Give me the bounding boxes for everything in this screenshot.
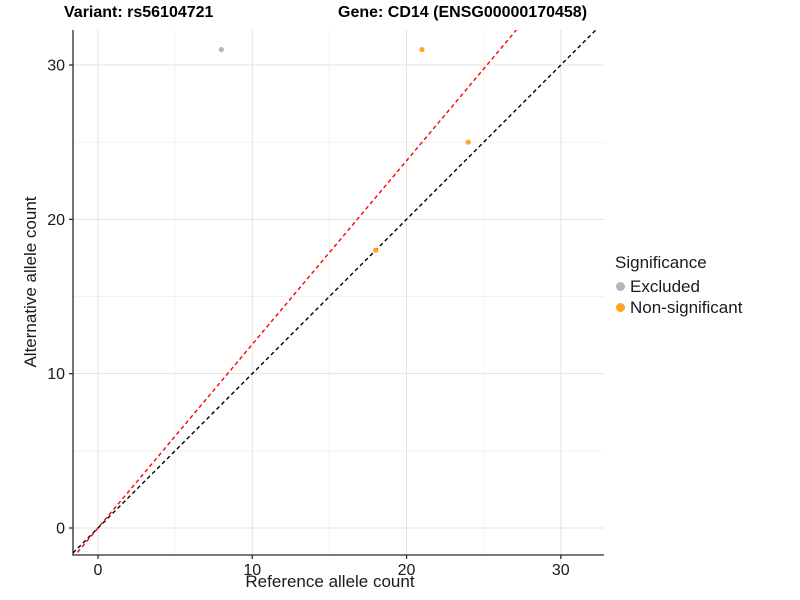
gene-title: Gene: CD14 (ENSG00000170458) [338, 4, 588, 21]
x-tick-label: 20 [398, 562, 416, 579]
data-point-non-significant [465, 139, 471, 145]
axis-lines [72, 30, 604, 556]
legend-title: Significance [615, 253, 707, 272]
data-point-non-significant [419, 46, 425, 53]
excluded-dot-icon [616, 282, 625, 291]
variant-title: Variant: rs56104721 [64, 4, 214, 21]
legend: Significance Excluded Non-significant [613, 253, 742, 318]
nonsignificant-dot-icon [616, 303, 625, 312]
data-point-excluded [218, 46, 225, 53]
legend-label-excluded: Excluded [630, 276, 700, 296]
ratio-line [74, 30, 518, 555]
x-tick-label: 30 [552, 562, 570, 579]
y-tick-label: 30 [47, 58, 65, 75]
x-tick-label: 0 [94, 562, 103, 579]
y-tick-label: 20 [47, 212, 65, 229]
legend-item-excluded: Excluded [613, 276, 742, 297]
legend-item-nonsignificant: Non-significant [613, 297, 742, 318]
y-tick-label: 0 [56, 520, 65, 537]
x-axis-title: Reference allele count [245, 572, 415, 591]
y-tick-label: 10 [47, 366, 65, 383]
legend-label-nonsignificant: Non-significant [630, 297, 743, 317]
identity-line [73, 30, 597, 554]
x-tick-label: 10 [243, 562, 261, 579]
data-point-non-significant [373, 247, 379, 253]
